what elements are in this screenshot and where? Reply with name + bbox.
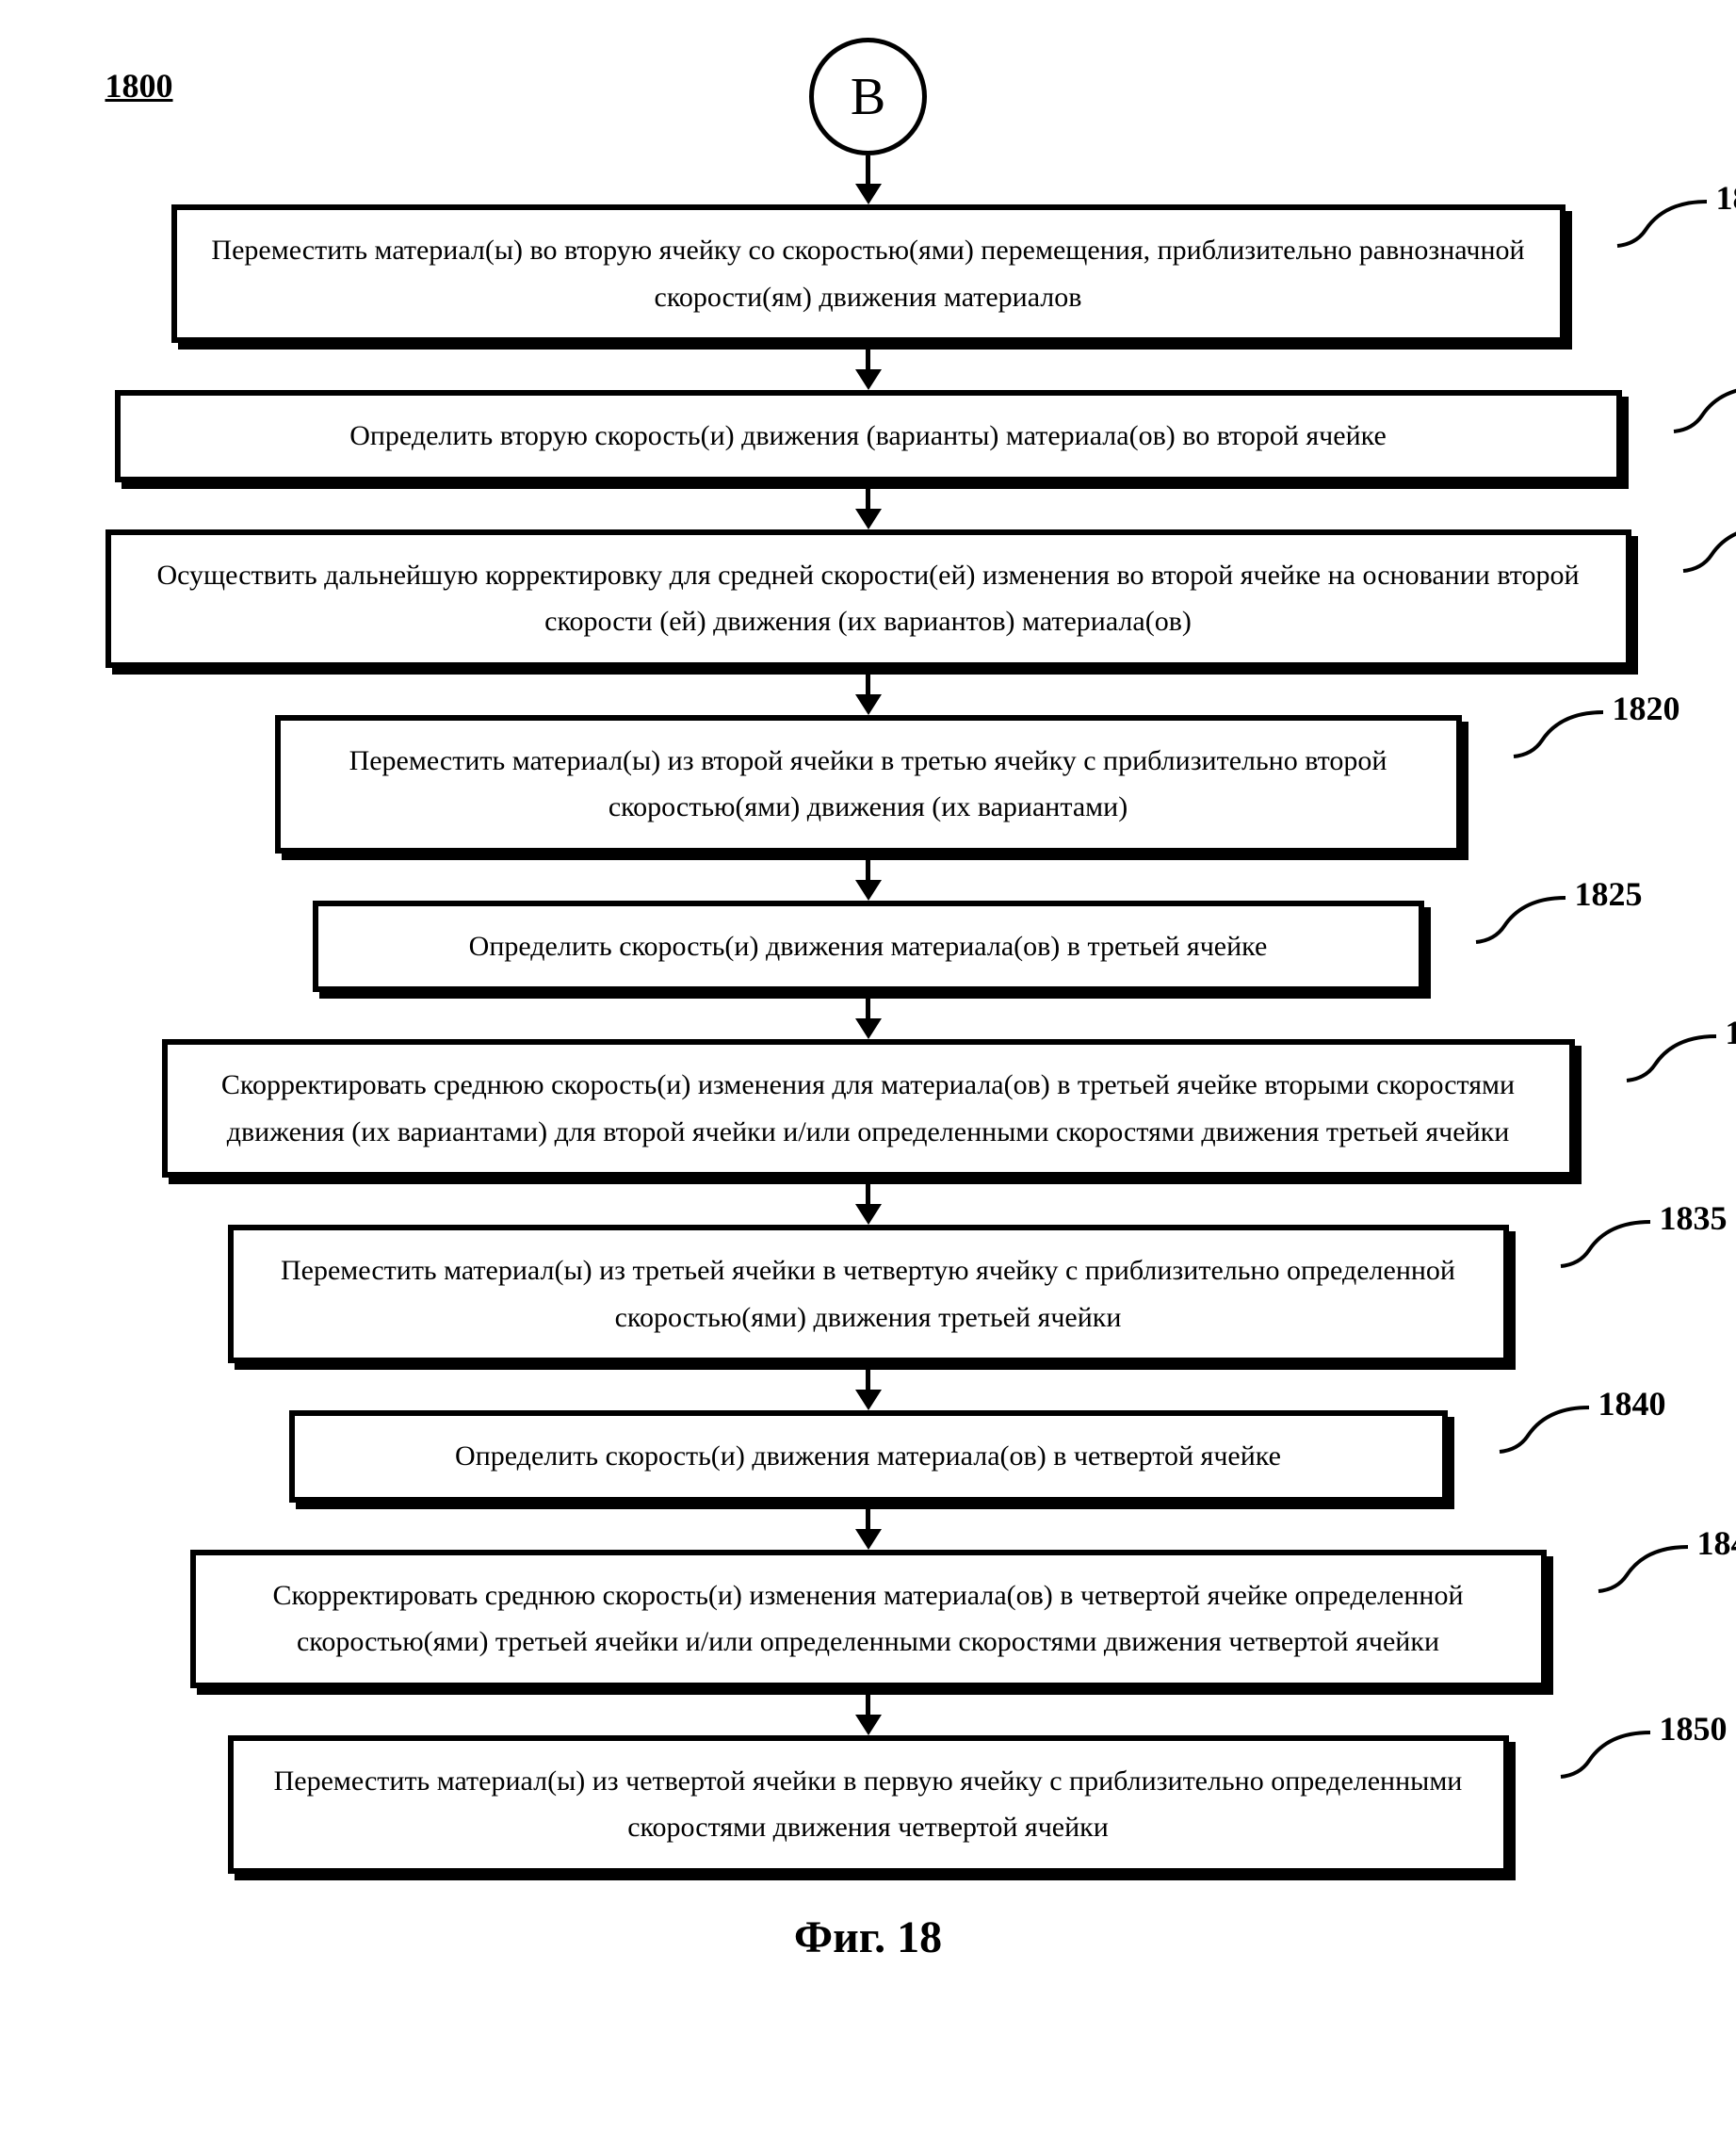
step-label: 1850	[1660, 1709, 1728, 1749]
step-box: Осуществить дальнейшую корректировку для…	[105, 529, 1631, 668]
step-box: Переместить материал(ы) во вторую ячейку…	[171, 204, 1566, 343]
step-label: 1845	[1697, 1523, 1736, 1563]
connector-label: B	[851, 67, 885, 127]
step-1840: Определить скорость(и) движения материал…	[105, 1410, 1631, 1503]
step-label: 1830	[1726, 1013, 1736, 1052]
figure-caption: Фиг. 18	[30, 1911, 1707, 1963]
step-box: Переместить материал(ы) из второй ячейки…	[275, 715, 1462, 854]
step-box: Скорректировать среднюю скорость(и) изме…	[162, 1039, 1575, 1178]
step-label: 1820	[1613, 689, 1680, 728]
step-box: Определить скорость(и) движения материал…	[313, 901, 1424, 993]
arrow	[105, 992, 1631, 1039]
step-label: 1825	[1575, 874, 1643, 914]
step-label: 1840	[1598, 1384, 1666, 1423]
arrow	[105, 343, 1631, 390]
step-1850: Переместить материал(ы) из четвертой яче…	[105, 1735, 1631, 1874]
figure-number: 1800	[105, 66, 173, 106]
step-1825: Определить скорость(и) движения материал…	[105, 901, 1631, 993]
step-1830: Скорректировать среднюю скорость(и) изме…	[105, 1039, 1631, 1178]
step-label: 1805	[1716, 178, 1736, 218]
step-box: Определить вторую скорость(и) движения (…	[115, 390, 1622, 482]
arrow	[105, 1688, 1631, 1735]
arrow	[105, 1363, 1631, 1410]
flowchart-page: 1800 B Переместить материал(ы) во вторую…	[30, 38, 1707, 1963]
step-box: Переместить материал(ы) из третьей ячейк…	[228, 1225, 1509, 1363]
step-1815: Осуществить дальнейшую корректировку для…	[105, 529, 1631, 668]
connector-b: B	[809, 38, 927, 155]
step-box: Переместить материал(ы) из четвертой яче…	[228, 1735, 1509, 1874]
arrow	[105, 854, 1631, 901]
step-box: Скорректировать среднюю скорость(и) изме…	[190, 1550, 1547, 1688]
step-box: Определить скорость(и) движения материал…	[289, 1410, 1448, 1503]
flowchart: B Переместить материал(ы) во вторую ячей…	[30, 38, 1707, 1874]
arrow	[105, 482, 1631, 529]
step-label: 1835	[1660, 1198, 1728, 1238]
step-1810: Определить вторую скорость(и) движения (…	[105, 390, 1631, 482]
arrow	[105, 1178, 1631, 1225]
arrow	[105, 1503, 1631, 1550]
step-1835: Переместить материал(ы) из третьей ячейк…	[105, 1225, 1631, 1363]
step-1845: Скорректировать среднюю скорость(и) изме…	[105, 1550, 1631, 1688]
step-1805: Переместить материал(ы) во вторую ячейку…	[105, 204, 1631, 343]
step-1820: Переместить материал(ы) из второй ячейки…	[105, 715, 1631, 854]
arrow	[105, 668, 1631, 715]
arrow	[105, 155, 1631, 204]
